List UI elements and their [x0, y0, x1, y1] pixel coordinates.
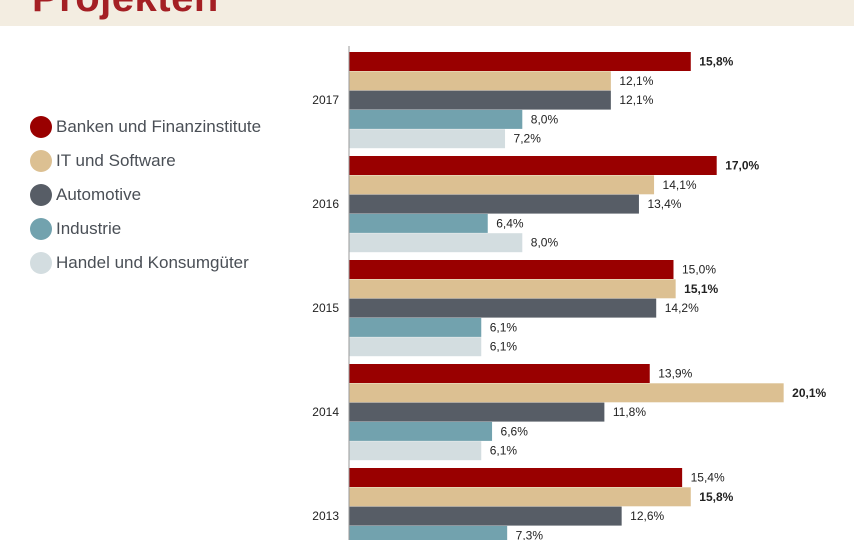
data-label: 6,1%: [490, 340, 518, 354]
title-bar: Projekten: [0, 0, 854, 26]
bar: [349, 298, 657, 318]
bar: [349, 525, 508, 540]
category-label: 2017: [312, 93, 339, 107]
bar: [349, 317, 482, 337]
bar: [349, 402, 605, 422]
data-label: 14,2%: [665, 301, 699, 315]
bar: [349, 279, 676, 299]
data-label: 7,3%: [516, 528, 544, 540]
legend-swatch: [30, 252, 52, 274]
bar: [349, 52, 691, 71]
data-label: 6,1%: [490, 320, 518, 334]
bar: [349, 506, 622, 526]
legend-label: Handel und Konsumgüter: [56, 253, 249, 272]
bar: [349, 487, 691, 507]
bar: [349, 233, 523, 253]
data-label: 13,9%: [658, 367, 692, 381]
bar: [349, 260, 674, 279]
data-label: 15,1%: [684, 282, 718, 296]
bar: [349, 468, 683, 487]
legend-swatch: [30, 184, 52, 206]
bar: [349, 129, 506, 149]
bar: [349, 213, 488, 233]
data-label: 8,0%: [531, 236, 559, 250]
bar: [349, 383, 784, 403]
bar: [349, 90, 611, 110]
data-label: 12,1%: [619, 74, 653, 88]
data-label: 14,1%: [663, 178, 697, 192]
bar: [349, 337, 482, 357]
bar: [349, 364, 650, 383]
bar: [349, 441, 482, 461]
data-label: 15,0%: [682, 263, 716, 277]
bar: [349, 109, 523, 129]
bar: [349, 156, 717, 175]
data-label: 11,8%: [613, 405, 646, 419]
data-label: 6,6%: [501, 424, 529, 438]
data-label: 6,1%: [490, 444, 518, 458]
legend-swatch: [30, 116, 52, 138]
data-label: 15,4%: [691, 471, 725, 485]
data-label: 6,4%: [496, 216, 524, 230]
legend-swatch: [30, 150, 52, 172]
data-label: 8,0%: [531, 112, 559, 126]
data-label: 17,0%: [725, 159, 759, 173]
data-label: 12,1%: [619, 93, 653, 107]
data-label: 12,6%: [630, 509, 664, 523]
category-label: 2016: [312, 197, 339, 211]
legend-label: Automotive: [56, 185, 142, 204]
category-label: 2013: [312, 509, 339, 523]
data-label: 15,8%: [699, 55, 733, 69]
legend-swatch: [30, 218, 52, 240]
legend-label: Industrie: [56, 219, 122, 238]
legend-label: IT und Software: [56, 151, 176, 170]
bar: [349, 194, 639, 214]
bar: [349, 175, 655, 195]
page-title: Projekten: [32, 0, 219, 21]
legend-label: Banken und Finanzinstitute: [56, 117, 262, 136]
data-label: 15,8%: [699, 490, 733, 504]
data-label: 20,1%: [792, 386, 826, 400]
data-label: 7,2%: [514, 132, 542, 146]
bar: [349, 71, 611, 91]
data-label: 13,4%: [647, 197, 681, 211]
bar: [349, 421, 493, 441]
category-label: 2015: [312, 301, 339, 315]
category-label: 2014: [312, 405, 339, 419]
